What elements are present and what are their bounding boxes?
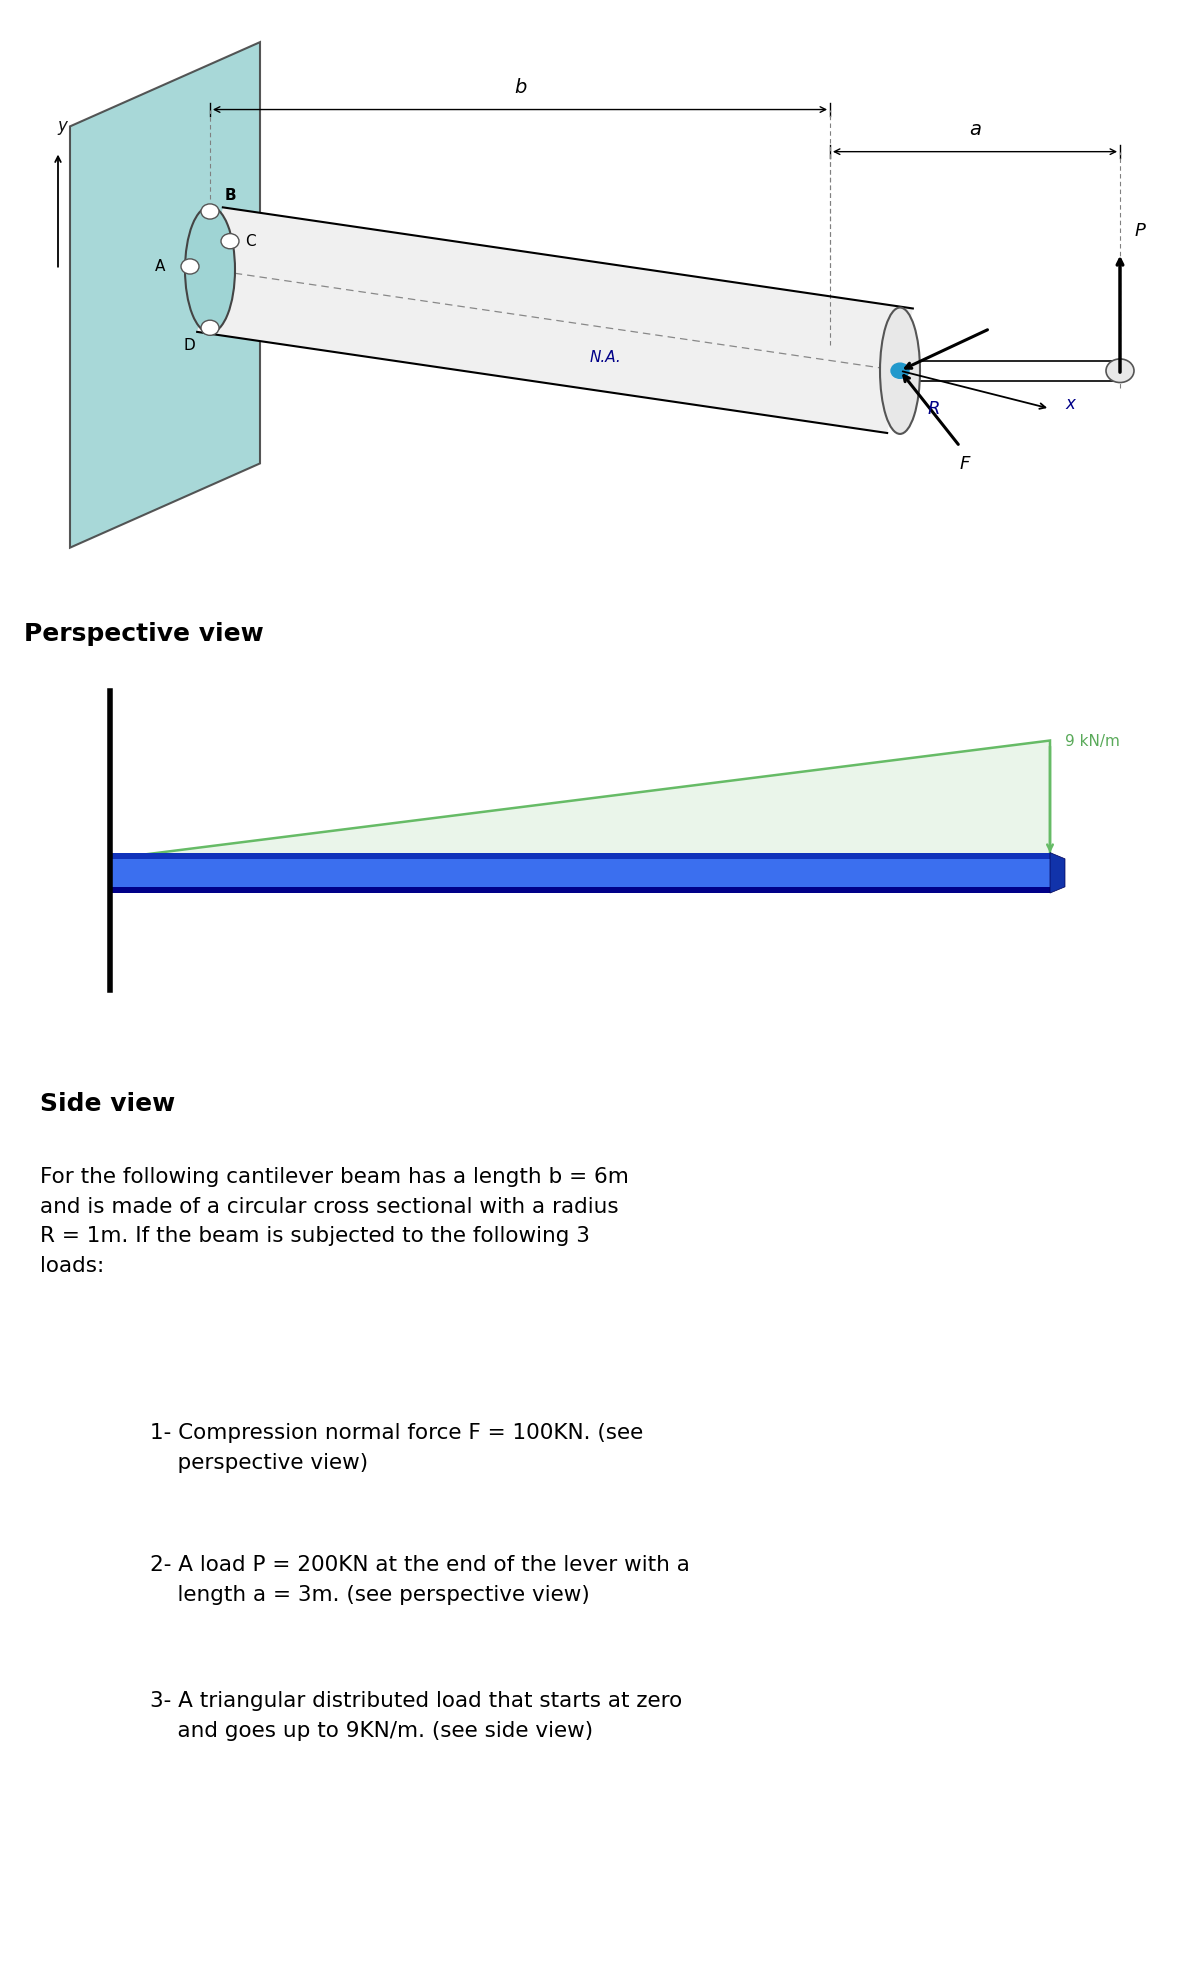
Ellipse shape <box>185 206 235 332</box>
Ellipse shape <box>1106 360 1134 383</box>
Text: B: B <box>226 189 236 202</box>
Circle shape <box>202 204 220 218</box>
Text: D: D <box>184 338 196 352</box>
Text: b: b <box>514 79 526 96</box>
Text: a: a <box>970 120 982 140</box>
Text: F: F <box>960 454 970 474</box>
Circle shape <box>890 364 910 377</box>
Polygon shape <box>1050 853 1066 893</box>
Text: x: x <box>1066 395 1075 413</box>
Polygon shape <box>70 41 260 549</box>
Polygon shape <box>110 741 1050 859</box>
Circle shape <box>221 234 239 250</box>
Polygon shape <box>110 887 1050 893</box>
Polygon shape <box>110 853 1050 859</box>
Text: A: A <box>155 260 166 273</box>
Text: Perspective view: Perspective view <box>24 621 264 647</box>
Text: P: P <box>1135 222 1146 240</box>
Text: R: R <box>928 399 941 417</box>
Circle shape <box>181 260 199 273</box>
Text: 9 kN/m: 9 kN/m <box>1066 733 1120 749</box>
Polygon shape <box>197 206 913 433</box>
Ellipse shape <box>880 307 920 434</box>
Text: 3- A triangular distributed load that starts at zero
    and goes up to 9KN/m. (: 3- A triangular distributed load that st… <box>150 1691 683 1740</box>
Text: C: C <box>245 234 256 248</box>
Text: N.A.: N.A. <box>589 350 620 364</box>
Text: 2- A load P = 200KN at the end of the lever with a
    length a = 3m. (see persp: 2- A load P = 200KN at the end of the le… <box>150 1555 690 1604</box>
Circle shape <box>202 320 220 336</box>
Text: Side view: Side view <box>40 1091 175 1117</box>
Polygon shape <box>110 859 1050 887</box>
Text: 1- Compression normal force F = 100KN. (see
    perspective view): 1- Compression normal force F = 100KN. (… <box>150 1423 643 1473</box>
Text: y: y <box>58 116 67 136</box>
Text: For the following cantilever beam has a length b = 6m
and is made of a circular : For the following cantilever beam has a … <box>40 1168 629 1276</box>
